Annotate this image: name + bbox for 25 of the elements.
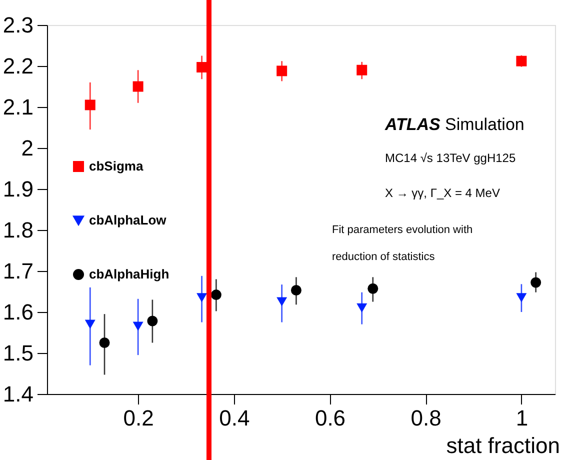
y-tick-label: 1.7 <box>2 258 34 284</box>
annotation: reduction of statistics <box>332 251 436 263</box>
x-axis-title: stat fraction <box>446 433 560 458</box>
annotation: X → γγ, Γ_X = 4 MeV <box>385 186 500 200</box>
x-tick-label: 0.6 <box>314 406 346 430</box>
y-tick-label: 1.5 <box>2 340 34 366</box>
legend-label: cbAlphaHigh <box>89 266 170 282</box>
y-tick-label: 1.9 <box>2 176 34 202</box>
y-tick-label: 1.8 <box>2 218 34 242</box>
y-tick-label: 2.3 <box>2 12 34 38</box>
y-tick-label: 1.6 <box>2 300 34 324</box>
y-tick-label: 2.1 <box>2 94 34 120</box>
annotation: ATLAS Simulation <box>384 115 524 134</box>
legend-label: cbAlphaLow <box>89 212 168 228</box>
x-tick-label: 0.4 <box>219 406 250 430</box>
x-tick-label: 0.8 <box>410 406 442 430</box>
y-tick-label: 2 <box>21 136 34 160</box>
annotation: MC14 √s 13TeV ggH125 <box>385 151 516 165</box>
legend-label: cbSigma <box>89 158 144 174</box>
point <box>516 56 527 66</box>
x-tick-label: 0.2 <box>123 406 154 430</box>
y-tick-label: 2.2 <box>2 54 34 78</box>
x-tick-label: 1 <box>516 406 528 430</box>
y-tick-label: 1.4 <box>2 382 34 406</box>
annotation: Fit parameters evolution with <box>332 224 473 236</box>
